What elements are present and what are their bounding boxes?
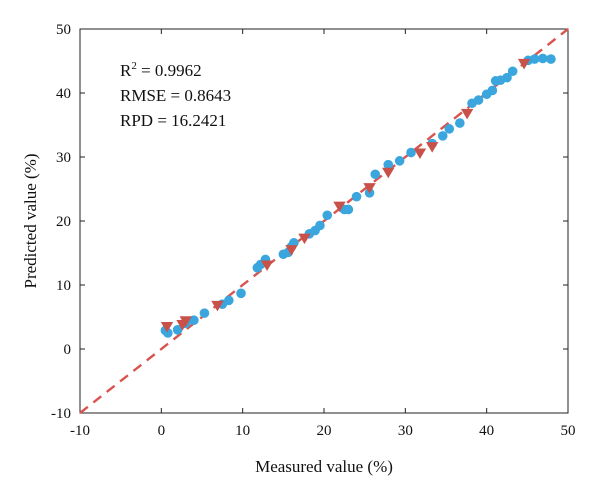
x-axis-title: Measured value (%) [255,457,393,476]
data-point-circle [383,159,394,170]
x-tick-label: 10 [235,423,250,439]
y-tick-label: -10 [51,406,71,422]
x-tick-label: 0 [158,423,166,439]
data-point-circle [394,156,405,166]
data-point-circle [351,191,362,202]
data-point-triangle [179,316,192,327]
x-tick-label: 30 [398,423,413,439]
axes: -10 0 10 20 30 40 50 -10 0 10 20 30 40 50 Measured val… [21,22,576,476]
data-point-circle [189,315,199,326]
data-point-circle [172,325,183,335]
x-tick-label: 50 [561,423,576,439]
data-point-circle [487,85,498,96]
data-point-circle [537,53,548,64]
data-point-circle [236,288,246,299]
data-point-triangle [363,183,376,194]
data-point-circle [199,308,210,318]
data-point-triangle [460,108,474,120]
data-point-triangle [260,260,274,272]
data-point-circle [163,328,173,338]
data-point-circle [343,204,354,215]
statistics-annotation: R2 = 0.9962 RMSE = 0.8643 RPD = 16.2421 [120,60,231,130]
data-point-triangle [160,321,174,333]
y-tick-label: 40 [56,86,71,102]
data-point-circle [370,169,381,180]
data-point-circle [455,118,465,128]
y-axis-title: Predicted value (%) [21,154,40,289]
data-point-triangle [211,300,224,312]
y-tick-label: 20 [56,214,71,230]
y-tick-label: 30 [56,150,71,166]
data-point-circle [444,124,455,134]
data-point-triangle [413,148,427,160]
y-tick-label: 10 [56,278,71,294]
x-tick-label: 40 [479,423,494,439]
data-point-triangle [382,167,395,179]
data-points [160,53,556,338]
data-point-triangle [333,201,346,213]
r-squared-value: = 0.9962 [137,61,202,80]
data-point-circle [224,295,234,306]
r-squared-superscript: 2 [131,60,137,72]
data-point-circle [322,210,333,221]
data-point-circle [529,54,540,64]
data-point-circle [315,220,325,231]
r-squared-label: R [120,61,132,80]
stat-line: R2 = 0.9962 [120,60,202,80]
data-point-circle [437,131,448,141]
data-point-circle [502,72,512,83]
x-tick-label: 20 [317,423,332,439]
series-triangle-down [160,58,531,333]
y-tick-label: 50 [56,22,71,38]
x-tick-label: -10 [70,423,90,439]
data-point-triangle [425,142,439,153]
data-point-circle [507,66,518,77]
data-point-circle [546,54,556,64]
data-point-triangle [298,233,311,245]
stat-line: RPD = 16.2421 [120,111,226,130]
data-point-circle [473,95,484,105]
y-tick-label: 0 [64,342,72,358]
data-point-circle [406,147,416,158]
data-point-triangle [517,58,531,70]
data-point-triangle [285,245,298,256]
stat-line: RMSE = 0.8643 [120,86,231,105]
